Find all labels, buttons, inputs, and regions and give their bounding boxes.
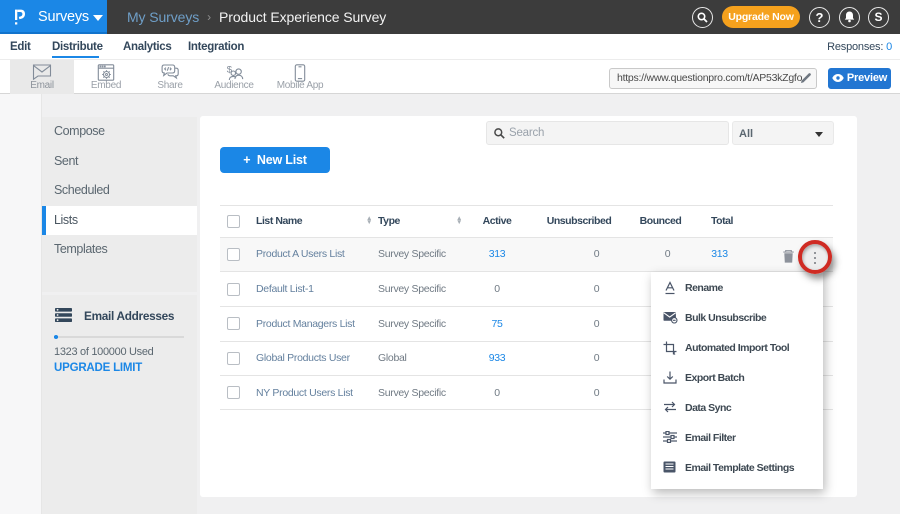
svg-text:$: $ (227, 65, 233, 76)
